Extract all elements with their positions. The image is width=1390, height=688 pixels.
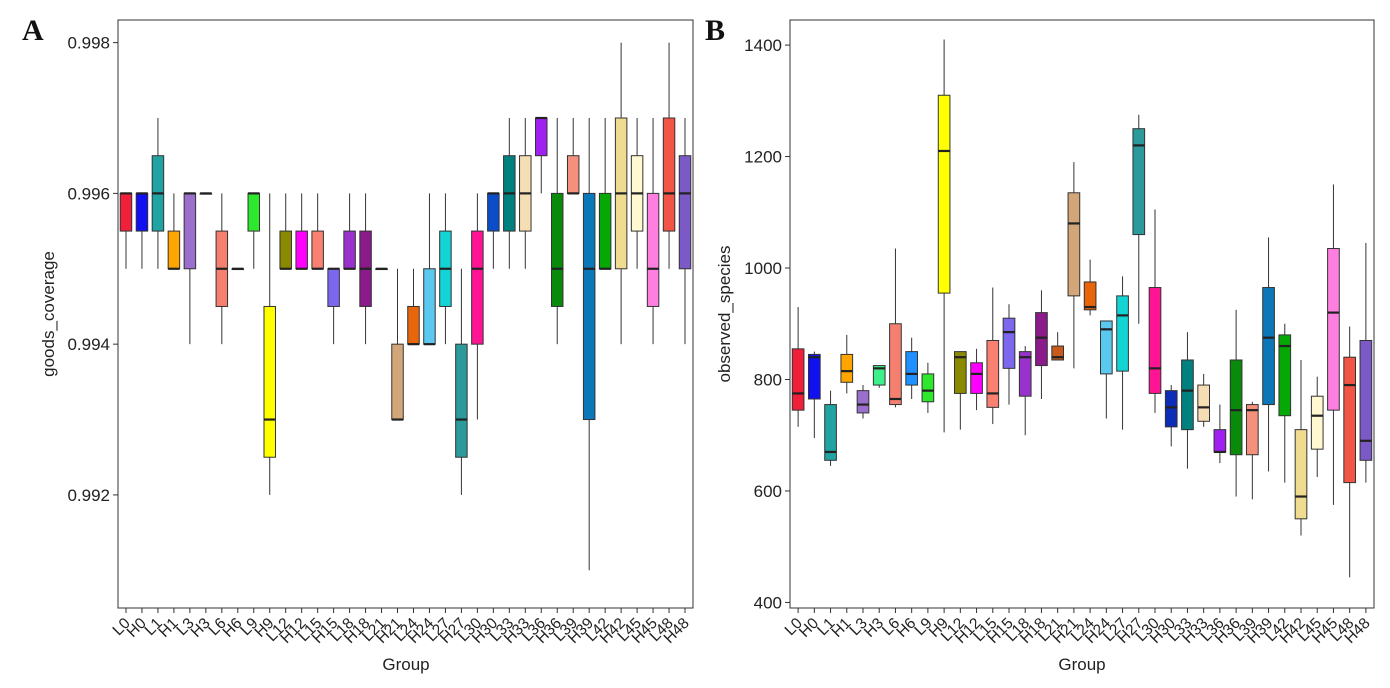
box-H45	[646, 192, 660, 307]
y-tick-label: 0.998	[67, 34, 110, 53]
box-L15	[311, 230, 324, 270]
panel-b: B 400600800100012001400L0H0L1H1L3H3L6H6L…	[705, 14, 1375, 674]
y-tick-label: 0.992	[67, 486, 110, 505]
box-H15	[1002, 317, 1016, 369]
box-H48	[1359, 339, 1373, 461]
box-H39	[1262, 287, 1275, 406]
y-axis-title-b: observed_species	[715, 245, 734, 382]
panel-a: A 0.9920.9940.9960.998L0H0L1H1L3H3L6H6L9…	[22, 14, 694, 674]
box-H21	[1067, 192, 1081, 297]
box-H3	[872, 365, 886, 386]
box-L42	[1278, 334, 1292, 417]
y-tick-label: 0.996	[67, 184, 110, 203]
box-H0	[807, 353, 821, 400]
box-L33	[1181, 359, 1194, 431]
y-axis-title-a: goods_coverage	[39, 251, 58, 377]
box-H9	[937, 94, 951, 294]
box-L9	[247, 192, 261, 232]
box-H30	[487, 192, 500, 232]
box-L3	[183, 192, 197, 270]
y-tick-label: 1000	[744, 259, 782, 278]
box-L3	[856, 390, 870, 414]
box-H36	[550, 192, 564, 307]
panel-label-a: A	[22, 14, 44, 47]
box-L18	[1018, 351, 1032, 397]
box-H30	[1164, 390, 1178, 428]
box-L15	[986, 339, 1000, 408]
box-L6	[889, 323, 902, 406]
box-L30	[471, 230, 484, 345]
box-L48	[662, 117, 676, 232]
box-L18	[343, 230, 356, 270]
box-H27	[455, 343, 468, 458]
box-L39	[1245, 404, 1259, 456]
box-H36	[1229, 359, 1243, 456]
box-H1	[840, 353, 854, 383]
y-tick-label: 600	[754, 482, 782, 501]
box-H1	[167, 230, 181, 270]
box-H21	[391, 343, 404, 421]
x-axis-title-b: Group	[1058, 655, 1105, 674]
y-tick-label: 0.994	[67, 335, 110, 354]
box-L21	[1051, 345, 1065, 361]
box-H18	[1035, 312, 1048, 367]
box-L1	[824, 404, 837, 461]
box-H12	[970, 362, 983, 394]
box-H27	[1132, 128, 1146, 236]
box-L9	[921, 373, 935, 403]
plot-frame-a	[117, 19, 694, 609]
box-L30	[1148, 287, 1162, 394]
box-H42	[1294, 429, 1308, 520]
box-H45	[1327, 248, 1340, 411]
box-L24	[1083, 281, 1097, 311]
x-axis-title-a: Group	[382, 655, 429, 674]
box-H24	[1099, 320, 1113, 375]
panel-label-b: B	[705, 14, 725, 47]
box-L48	[1343, 356, 1357, 484]
box-H15	[327, 268, 340, 307]
box-L36	[1213, 429, 1227, 453]
box-L42	[598, 192, 612, 270]
box-H12	[295, 230, 308, 270]
box-H9	[263, 305, 276, 458]
plot-frame-b	[789, 19, 1375, 609]
box-L36	[535, 117, 548, 157]
box-H39	[582, 192, 596, 421]
box-H33	[1197, 384, 1211, 422]
box-L0	[119, 192, 133, 232]
box-L45	[1310, 395, 1324, 450]
box-L27	[1116, 295, 1129, 372]
box-L0	[791, 348, 805, 411]
box-L24	[407, 305, 420, 345]
y-tick-label: 1200	[744, 148, 782, 167]
box-H0	[135, 192, 149, 232]
y-tick-label: 800	[754, 370, 782, 389]
box-L12	[953, 351, 967, 394]
box-H24	[423, 268, 436, 345]
box-L39	[566, 155, 580, 194]
y-tick-label: 400	[754, 593, 782, 612]
y-tick-label: 1400	[744, 36, 782, 55]
box-H6	[905, 351, 919, 386]
box-L12	[279, 230, 292, 270]
box-H48	[678, 155, 692, 270]
